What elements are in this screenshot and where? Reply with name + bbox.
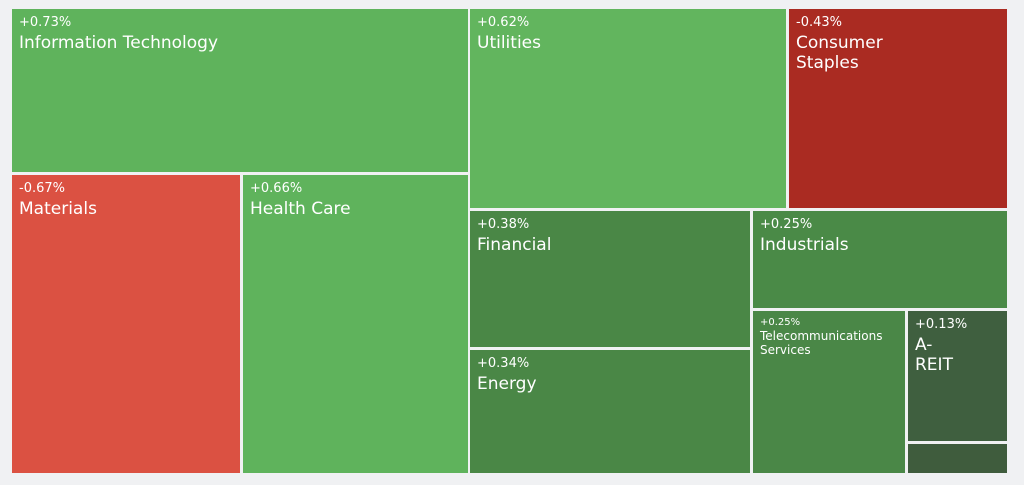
change-label: +0.13% xyxy=(915,317,968,332)
sector-label: A-REIT xyxy=(915,335,953,376)
tile[interactable]: +0.73% Information Technology xyxy=(12,9,468,172)
sector-label: Information Technology xyxy=(19,33,219,53)
tile[interactable]: +0.13% A-REIT xyxy=(908,311,1007,441)
sector-label: Telecommunications Services xyxy=(760,329,883,358)
sector-label: Financial xyxy=(477,235,552,255)
change-label: +0.25% xyxy=(760,217,813,232)
change-label: +0.66% xyxy=(250,181,303,196)
sector-label: Materials xyxy=(19,199,97,219)
sector-label: Industrials xyxy=(760,235,849,255)
sector-label: Utilities xyxy=(477,33,541,53)
sector-label: Energy xyxy=(477,374,537,394)
tile[interactable]: +0.38% Financial xyxy=(470,211,750,347)
tile[interactable]: +0.62% Utilities xyxy=(470,9,786,208)
tile[interactable]: +0.34% Energy xyxy=(470,350,750,473)
sector-label: Consumer Staples xyxy=(796,33,883,74)
tile[interactable]: +0.25% Industrials xyxy=(753,211,1007,308)
change-label: +0.62% xyxy=(477,15,530,30)
tile[interactable]: -0.67% Materials xyxy=(12,175,240,473)
change-label: -0.43% xyxy=(796,15,842,30)
sector-label: Health Care xyxy=(250,199,351,219)
change-label: +0.34% xyxy=(477,356,530,371)
tile[interactable]: +0.25% Telecommunications Services xyxy=(753,311,905,473)
change-label: -0.67% xyxy=(19,181,65,196)
tile[interactable]: -0.43% Consumer Staples xyxy=(789,9,1007,208)
change-label: +0.73% xyxy=(19,15,72,30)
change-label: +0.25% xyxy=(760,317,801,328)
change-label: +0.38% xyxy=(477,217,530,232)
tile[interactable]: +0.66% Health Care xyxy=(243,175,468,473)
tile[interactable] xyxy=(908,444,1007,473)
